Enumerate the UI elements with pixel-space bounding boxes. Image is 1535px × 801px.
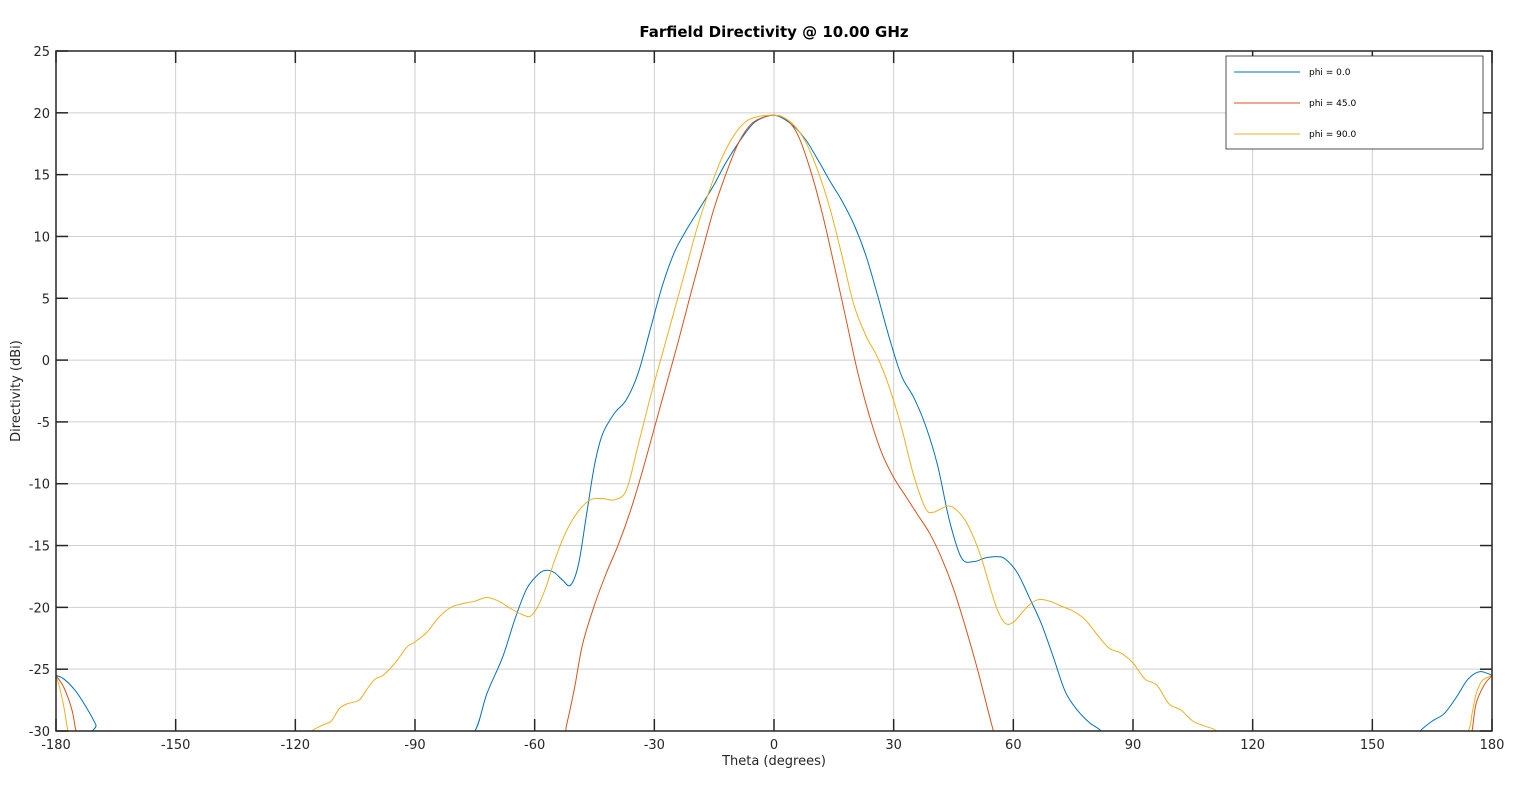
x-tick-label: 180 bbox=[1480, 738, 1505, 753]
y-tick-label: -20 bbox=[29, 601, 50, 616]
y-tick-label: 20 bbox=[33, 107, 50, 122]
x-tick-label: -30 bbox=[644, 738, 665, 753]
legend-label-phi-0: phi = 0.0 bbox=[1309, 68, 1351, 78]
grid-lines bbox=[56, 51, 1492, 731]
x-tick-label: 90 bbox=[1125, 738, 1142, 753]
x-tick-label: -120 bbox=[281, 738, 311, 753]
y-tick-label: 0 bbox=[42, 354, 50, 369]
plot-frame bbox=[55, 50, 1493, 732]
x-tick-label: 120 bbox=[1240, 738, 1265, 753]
legend-label-phi-45: phi = 45.0 bbox=[1309, 99, 1356, 109]
y-tick-label: 5 bbox=[42, 292, 50, 307]
y-tick-label: 15 bbox=[33, 169, 50, 184]
x-tick-label: 0 bbox=[770, 738, 778, 753]
legend-label-phi-90: phi = 90.0 bbox=[1309, 130, 1356, 140]
chart-title: Farfield Directivity @ 10.00 GHz bbox=[639, 23, 908, 41]
x-tick-label: -180 bbox=[41, 738, 71, 753]
y-tick-labels: -30 -25 -20 -15 -10 -5 0 5 10 15 20 25 bbox=[29, 45, 50, 740]
x-tick-label: 60 bbox=[1005, 738, 1022, 753]
y-tick-label: 25 bbox=[33, 45, 50, 60]
legend: phi = 0.0 phi = 45.0 phi = 90.0 bbox=[1225, 55, 1484, 150]
y-tick-label: -15 bbox=[29, 540, 50, 555]
x-tick-labels: -180 -150 -120 -90 -60 -30 0 30 60 90 120 150 180 bbox=[41, 738, 1504, 753]
x-tick-label: -60 bbox=[524, 738, 545, 753]
x-tick-label: 30 bbox=[885, 738, 902, 753]
y-axis-label: Directivity (dBi) bbox=[9, 340, 24, 442]
x-tick-label: -90 bbox=[404, 738, 425, 753]
series-layer bbox=[56, 114, 1492, 731]
x-tick-label: 150 bbox=[1360, 738, 1385, 753]
y-tick-label: -10 bbox=[29, 478, 50, 493]
series-line-0 bbox=[56, 114, 1492, 731]
y-tick-label: -5 bbox=[37, 416, 50, 431]
y-tick-label: 10 bbox=[33, 230, 50, 245]
y-tick-label: -25 bbox=[29, 663, 50, 678]
y-tick-label: -30 bbox=[29, 725, 50, 740]
series-line-1 bbox=[56, 114, 1492, 731]
series-line-2 bbox=[56, 114, 1492, 731]
x-axis-label: Theta (degrees) bbox=[721, 754, 826, 769]
x-tick-label: -150 bbox=[161, 738, 191, 753]
